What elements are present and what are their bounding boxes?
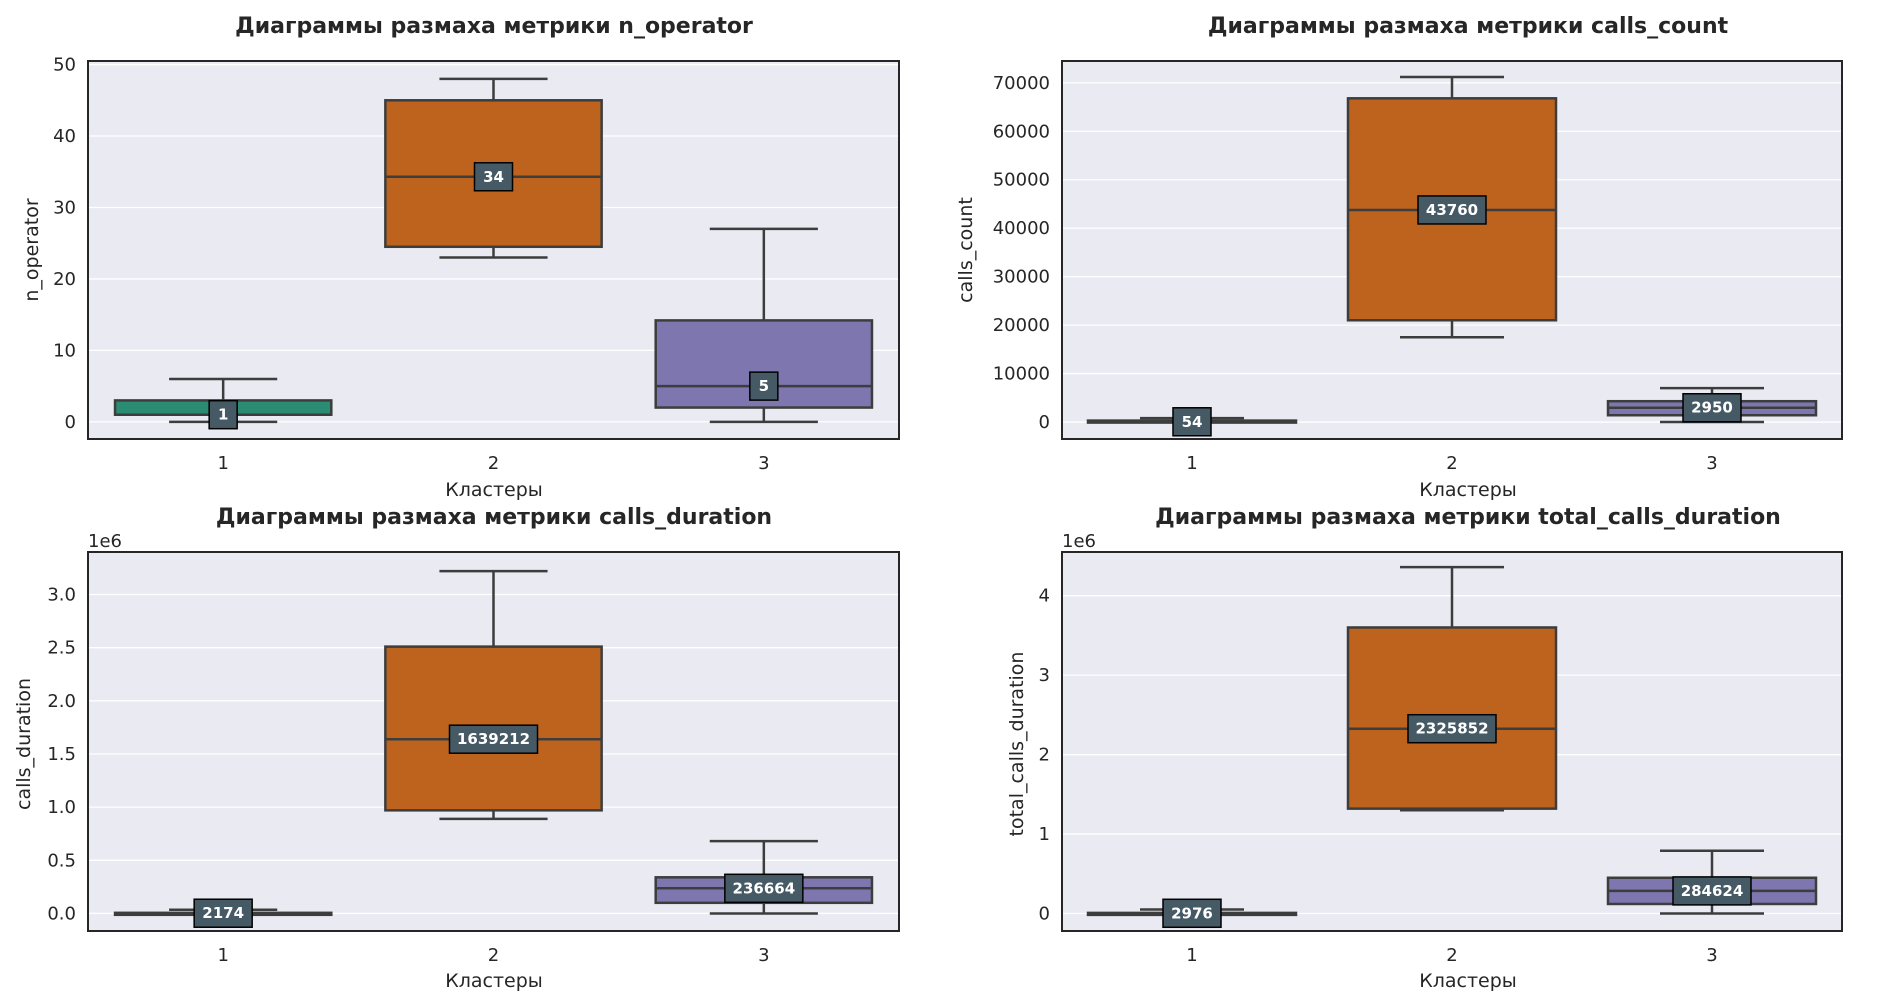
- median-label: 5: [759, 377, 769, 395]
- x-axis-label: Кластеры: [445, 479, 543, 501]
- y-tick-label: 0.0: [47, 903, 76, 924]
- y-axis-label: calls_count: [955, 197, 977, 303]
- y-tick-label: 1.5: [47, 744, 76, 765]
- y-tick-label: 10000: [993, 364, 1050, 385]
- x-tick-label: 1: [1186, 945, 1197, 966]
- y-tick-label: 60000: [993, 121, 1050, 142]
- y-tick-label: 3: [1039, 665, 1050, 686]
- x-tick-labels: 1 2 3: [217, 945, 769, 966]
- offset-text: 1e6: [88, 531, 122, 552]
- y-axis-label: total_calls_duration: [1006, 652, 1028, 837]
- y-tick-label: 1: [1039, 824, 1050, 845]
- y-tick-label: 2.0: [47, 691, 76, 712]
- x-axis-label: Кластеры: [1419, 479, 1517, 501]
- y-tick-label: 3.0: [47, 585, 76, 606]
- box-group: 54 43760 2950: [1086, 75, 1818, 437]
- median-label-box: [1417, 195, 1487, 225]
- x-axis-label: Кластеры: [1419, 970, 1517, 992]
- x-tick-labels: 1 2 3: [1186, 453, 1717, 474]
- box-group: 2174 1639212 236664: [113, 569, 874, 928]
- x-tick-labels: 1 2 3: [1186, 945, 1717, 966]
- x-tick-label: 2: [488, 945, 499, 966]
- box-group: 2976 2325852 284624: [1086, 565, 1818, 929]
- y-tick-label: 2.5: [47, 638, 76, 659]
- median-label: 54: [1182, 413, 1203, 431]
- y-tick-label: 30000: [993, 267, 1050, 288]
- y-tick-labels: 0.0 0.5 1.0 1.5 2.0 2.5 3.0: [47, 585, 76, 925]
- y-axis-label: n_operator: [21, 198, 43, 301]
- x-tick-label: 3: [758, 453, 769, 474]
- y-tick-label: 4: [1039, 586, 1050, 607]
- panel-total-calls-duration: Диаграммы размаха метрики total_calls_du…: [1006, 505, 1843, 992]
- y-tick-labels: 0 1 2 3 4: [1039, 586, 1050, 925]
- y-tick-label: 50000: [993, 170, 1050, 191]
- median-label-box: [749, 371, 779, 401]
- median-label-box: [208, 399, 238, 430]
- x-tick-label: 1: [1186, 453, 1197, 474]
- y-axis-label: calls_duration: [13, 678, 35, 810]
- x-tick-label: 3: [1706, 945, 1717, 966]
- y-tick-label: 0: [1039, 904, 1050, 925]
- y-tick-label: 20: [53, 269, 76, 290]
- y-tick-label: 50: [53, 55, 76, 76]
- y-tick-label: 2: [1039, 745, 1050, 766]
- chart-title: Диаграммы размаха метрики total_calls_du…: [1155, 505, 1781, 530]
- median-label: 1639212: [457, 730, 530, 748]
- offset-text: 1e6: [1062, 531, 1096, 552]
- x-tick-label: 3: [1706, 453, 1717, 474]
- x-tick-label: 1: [217, 945, 228, 966]
- median-label-box: [1672, 876, 1752, 906]
- y-tick-labels: 0 10 20 30 40 50: [53, 55, 76, 433]
- x-tick-label: 3: [758, 945, 769, 966]
- median-label: 43760: [1426, 201, 1478, 219]
- y-tick-label: 70000: [993, 73, 1050, 94]
- median-label: 2325852: [1415, 720, 1488, 738]
- x-tick-label: 2: [1446, 453, 1457, 474]
- x-tick-labels: 1 2 3: [217, 453, 769, 474]
- median-label: 284624: [1681, 882, 1744, 900]
- y-tick-label: 0: [65, 412, 76, 433]
- x-tick-label: 2: [488, 453, 499, 474]
- y-tick-label: 1.0: [47, 797, 76, 818]
- panel-n-operator: Диаграммы размаха метрики n_operator 134…: [21, 14, 900, 501]
- median-label: 34: [483, 168, 504, 186]
- y-tick-label: 40000: [993, 218, 1050, 239]
- chart-title: Диаграммы размаха метрики calls_count: [1208, 14, 1729, 39]
- median-label-box: [1682, 392, 1742, 423]
- median-label-box: [448, 724, 539, 754]
- median-label-box: [1407, 713, 1497, 744]
- box-group: 1 34 5: [113, 77, 874, 430]
- panel-calls-count: Диаграммы размаха метрики calls_count 54…: [955, 14, 1843, 501]
- chart-title: Диаграммы размаха метрики n_operator: [235, 14, 753, 39]
- median-label: 2950: [1691, 399, 1733, 417]
- y-tick-label: 0: [1039, 412, 1050, 433]
- median-label: 2174: [202, 904, 244, 922]
- median-label-box: [724, 873, 804, 904]
- y-tick-label: 0.5: [47, 850, 76, 871]
- median-label: 1: [218, 406, 228, 424]
- median-label: 236664: [733, 879, 796, 897]
- chart-title: Диаграммы размаха метрики calls_duration: [216, 505, 772, 530]
- median-label-box: [1172, 407, 1212, 437]
- y-tick-label: 10: [53, 340, 76, 361]
- median-label-box: [193, 898, 253, 928]
- x-tick-label: 1: [217, 453, 228, 474]
- y-tick-labels: 0 10000 20000 30000 40000 50000 60000 70000: [993, 73, 1050, 433]
- panel-calls-duration: Диаграммы размаха метрики calls_duration…: [13, 505, 900, 992]
- y-tick-label: 20000: [993, 315, 1050, 336]
- y-tick-label: 40: [53, 126, 76, 147]
- median-label: 2976: [1171, 904, 1213, 922]
- x-tick-label: 2: [1446, 945, 1457, 966]
- median-label-box: [1162, 898, 1222, 929]
- median-label-box: [473, 162, 514, 192]
- x-axis-label: Кластеры: [445, 970, 543, 992]
- y-tick-label: 30: [53, 197, 76, 218]
